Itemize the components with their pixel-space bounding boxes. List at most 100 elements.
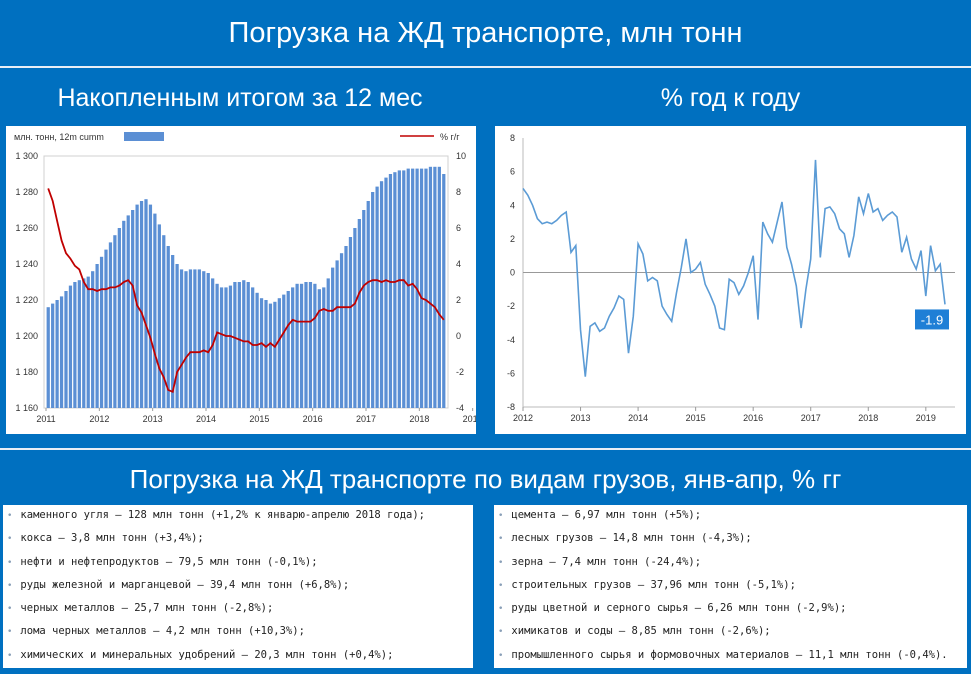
bar-mark: [153, 213, 157, 408]
y-tick-label: -2: [507, 301, 515, 311]
bar-mark: [277, 298, 281, 408]
x-tick-label: 2018: [858, 413, 878, 423]
list-item: • лесных грузов – 14,8 млн тонн (-4,3%);: [498, 528, 967, 551]
y-left-tick-label: 1 240: [15, 259, 38, 269]
bar-mark: [375, 186, 379, 408]
y-tick-label: 8: [510, 133, 515, 143]
y-tick-label: 2: [510, 234, 515, 244]
bar-mark: [419, 168, 424, 408]
bar-mark: [148, 204, 153, 408]
y-left-tick-label: 1 200: [15, 331, 38, 341]
list-item-text: химикатов и соды – 8,85 млн тонн (-2,6%)…: [511, 625, 771, 638]
bar-mark: [233, 282, 237, 408]
bar-mark: [117, 228, 121, 408]
bar-mark: [259, 298, 264, 408]
page-title: Погрузка на ЖД транспорте, млн тонн: [0, 0, 971, 68]
y-tick-label: -4: [507, 335, 515, 345]
x-tick-label: 2016: [303, 414, 323, 424]
bullet-icon: •: [498, 557, 504, 568]
bar-mark: [193, 269, 197, 408]
bar-mark: [331, 267, 335, 408]
x-tick-label: 2011: [36, 414, 55, 424]
y-right-tick-label: 6: [456, 223, 461, 233]
bar-mark: [273, 301, 277, 408]
last-value-label: -1.9: [921, 312, 943, 327]
y-tick-label: -6: [507, 368, 515, 378]
bar-mark: [371, 192, 375, 408]
x-tick-label: 2019: [916, 413, 936, 423]
left-chart-subtitle: Накопленным итогом за 12 мес: [57, 84, 423, 112]
y-right-tick-label: 2: [456, 295, 461, 305]
cargo-list-right: • цемента – 6,97 млн тонн (+5%); • лесных г…: [494, 505, 967, 668]
bar-mark: [55, 300, 59, 408]
bar-mark: [291, 287, 295, 408]
x-tick-label: 2013: [571, 413, 591, 423]
legend-bar-label: млн. тонн, 12m cumm: [14, 132, 104, 142]
bar-mark: [219, 287, 224, 408]
x-tick-label: 2015: [686, 413, 706, 423]
bar-mark: [424, 168, 428, 408]
y-right-tick-label: 0: [456, 331, 461, 341]
list-item-text: руды железной и марганцевой – 39,4 млн т…: [20, 578, 350, 591]
bar-mark: [433, 166, 437, 408]
bar-mark: [108, 242, 113, 408]
bar-mark: [95, 264, 99, 408]
x-tick-label: 2014: [628, 413, 648, 423]
bar-mark: [353, 228, 357, 408]
bullet-icon: •: [7, 604, 13, 615]
bar-mark: [184, 271, 188, 408]
list-item-text: кокса – 3,8 млн тонн (+3,4%);: [20, 532, 204, 545]
list-item: • химикатов и соды – 8,85 млн тонн (-2,6%…: [498, 621, 967, 644]
bullet-icon: •: [498, 650, 504, 661]
cumulative-loading-chart: млн. тонн, 12m cumm % г/г 1 160 1 180 1 200 1…: [14, 132, 483, 424]
x-tick-label: 2012: [513, 413, 533, 423]
y-left-tick-label: 1 260: [15, 223, 38, 233]
yoy-series-line: [522, 159, 946, 377]
bar-mark: [202, 271, 206, 408]
list-item: • каменного угля – 128 млн тонн (+1,2% к …: [7, 505, 473, 528]
bullet-icon: •: [7, 557, 13, 568]
bar-mark: [335, 260, 339, 408]
list-item-text: лома черных металлов – 4,2 млн тонн (+10…: [20, 625, 305, 638]
bar-mark: [317, 289, 321, 408]
bar-mark: [206, 273, 210, 408]
yoy-loading-chart: -8 -6 -4 -2 0 2 4 6 8 2012 2013 2014 2015 2016 2017 201…: [507, 133, 955, 423]
bar-mark: [46, 307, 50, 408]
bar-mark: [224, 287, 228, 408]
bar-mark: [348, 237, 353, 408]
bar-mark: [246, 282, 250, 408]
bar-mark: [237, 282, 241, 408]
y-right-tick-label: -4: [456, 403, 464, 413]
list-item-text: промышленного сырья и формовочных матери…: [511, 648, 948, 661]
bar-mark: [379, 181, 384, 408]
bar-mark: [215, 283, 219, 408]
list-item-text: строительных грузов – 37,96 млн тонн (-5…: [511, 578, 796, 591]
list-item: • руды цветной и серного сырья – 6,26 млн…: [498, 598, 967, 621]
bar-mark: [228, 285, 233, 408]
x-tick-label: 2015: [249, 414, 269, 424]
bar-mark: [197, 269, 201, 408]
bar-mark: [113, 235, 117, 408]
bar-mark: [179, 269, 184, 408]
bar-mark: [255, 292, 259, 408]
y-tick-label: 4: [510, 200, 515, 210]
bar-mark: [264, 300, 268, 408]
bar-mark: [77, 280, 81, 408]
bar-mark: [282, 294, 286, 408]
bar-mark: [139, 201, 144, 408]
bullet-icon: •: [498, 511, 504, 521]
bar-mark: [242, 280, 246, 408]
bar-mark: [339, 253, 344, 408]
bar-mark: [308, 282, 313, 408]
bar-mark: [326, 278, 330, 408]
bar-mark: [286, 291, 290, 408]
bar-mark: [251, 287, 255, 408]
y-right-tick-label: 10: [456, 151, 466, 161]
bullet-icon: •: [7, 580, 13, 591]
bar-mark: [188, 269, 193, 408]
y-right-tick-label: -2: [456, 367, 464, 377]
bar-mark: [104, 249, 108, 408]
bar-mark: [299, 283, 304, 408]
bar-mark: [64, 291, 68, 408]
bullet-icon: •: [7, 627, 13, 638]
